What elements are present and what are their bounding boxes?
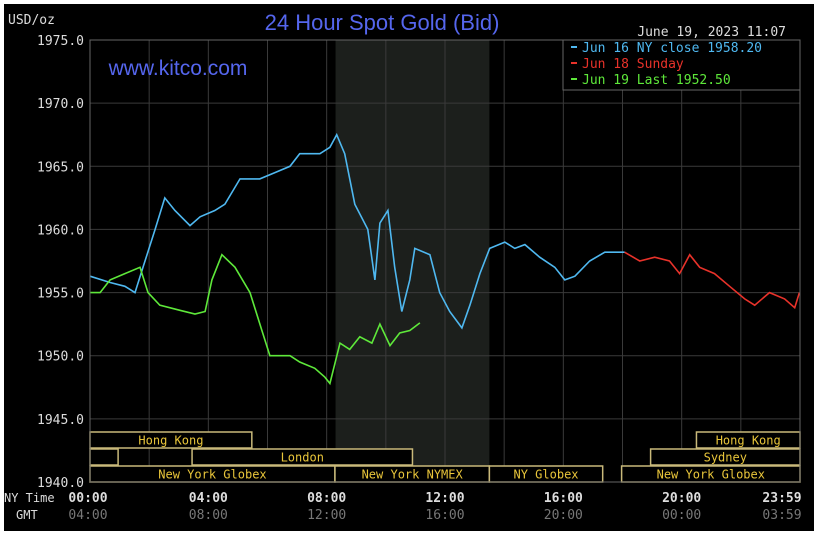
y-tick-label: 1950.0 bbox=[37, 350, 84, 365]
timestamp: June 19, 2023 11:07 bbox=[637, 25, 786, 40]
y-tick-label: 1975.0 bbox=[37, 34, 84, 49]
x-tick-ny: 04:00 bbox=[189, 491, 228, 506]
session-box bbox=[89, 448, 119, 466]
ny-time-label: NY Time bbox=[4, 491, 55, 505]
chart-title: 24 Hour Spot Gold (Bid) bbox=[265, 10, 500, 35]
x-tick-gmt: 16:00 bbox=[425, 508, 464, 523]
session-label: Sydney bbox=[704, 451, 747, 465]
legend-swatch bbox=[571, 46, 577, 48]
session-label: New York Globex bbox=[657, 468, 765, 482]
session-label: NY Globex bbox=[514, 468, 579, 482]
x-tick-ny: 00:00 bbox=[68, 491, 107, 506]
session-label: New York Globex bbox=[158, 468, 266, 482]
x-tick-gmt: 12:00 bbox=[307, 508, 346, 523]
legend-swatch bbox=[571, 78, 577, 80]
x-tick-ny: 08:00 bbox=[307, 491, 346, 506]
session-label: Hong Kong bbox=[138, 434, 203, 448]
y-axis-label: USD/oz bbox=[8, 13, 55, 28]
gmt-label: GMT bbox=[16, 508, 38, 522]
legend-label: Jun 19 Last 1952.50 bbox=[582, 73, 731, 88]
market-sessions: Hong Kong Hong Kong London Sydney New York G… bbox=[89, 431, 801, 483]
legend-swatch bbox=[571, 62, 577, 64]
x-tick-gmt: 03:59 bbox=[762, 508, 801, 523]
legend-label: Jun 18 Sunday bbox=[582, 57, 684, 72]
y-tick-label: 1965.0 bbox=[37, 160, 84, 175]
series-line-0 bbox=[89, 132, 625, 330]
series-line-2 bbox=[90, 253, 421, 386]
x-tick-gmt: 00:00 bbox=[662, 508, 701, 523]
series-line-1 bbox=[624, 251, 801, 310]
series-lines bbox=[89, 132, 801, 386]
y-ticks: 1975.0 1970.0 1965.0 1960.0 1955.0 1950.0 1945… bbox=[37, 34, 84, 491]
y-tick-label: 1940.0 bbox=[37, 476, 84, 491]
x-tick-ny: 16:00 bbox=[544, 491, 583, 506]
x-tick-gmt: 04:00 bbox=[68, 508, 107, 523]
session-box bbox=[191, 448, 414, 466]
legend-label: Jun 16 NY close 1958.20 bbox=[582, 41, 762, 56]
x-tick-ny: 20:00 bbox=[662, 491, 701, 506]
y-tick-label: 1955.0 bbox=[37, 287, 84, 302]
x-tick-gmt: 08:00 bbox=[189, 508, 228, 523]
x-tick-ny: 12:00 bbox=[425, 491, 464, 506]
x-tick-ny: 23:59 bbox=[762, 491, 801, 506]
y-tick-label: 1960.0 bbox=[37, 223, 84, 238]
plot-frame bbox=[89, 39, 801, 483]
y-tick-label: 1970.0 bbox=[37, 97, 84, 112]
y-tick-label: 1945.0 bbox=[37, 413, 84, 428]
session-label: London bbox=[281, 451, 324, 465]
session-label: New York NYMEX bbox=[362, 468, 464, 482]
session-label: Hong Kong bbox=[716, 434, 781, 448]
x-ticks: 00:00 04:00 04:00 08:00 08:00 12:00 12:00 16:00… bbox=[68, 491, 801, 523]
watermark: www.kitco.com bbox=[108, 57, 248, 80]
x-tick-gmt: 20:00 bbox=[544, 508, 583, 523]
